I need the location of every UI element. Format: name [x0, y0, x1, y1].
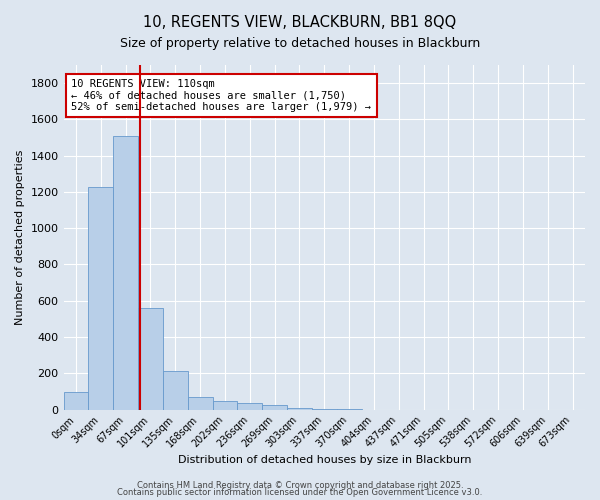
Text: Size of property relative to detached houses in Blackburn: Size of property relative to detached ho… [120, 38, 480, 51]
Bar [138, 308, 163, 410]
Bar [188, 397, 212, 409]
Text: Contains HM Land Registry data © Crown copyright and database right 2025.: Contains HM Land Registry data © Crown c… [137, 480, 463, 490]
X-axis label: Distribution of detached houses by size in Blackburn: Distribution of detached houses by size … [178, 455, 471, 465]
Bar [262, 405, 287, 409]
Text: 10, REGENTS VIEW, BLACKBURN, BB1 8QQ: 10, REGENTS VIEW, BLACKBURN, BB1 8QQ [143, 15, 457, 30]
Bar [212, 401, 238, 409]
Text: Contains public sector information licensed under the Open Government Licence v3: Contains public sector information licen… [118, 488, 482, 497]
Y-axis label: Number of detached properties: Number of detached properties [15, 150, 25, 325]
Bar [163, 372, 188, 410]
Text: 10 REGENTS VIEW: 110sqm
← 46% of detached houses are smaller (1,750)
52% of semi: 10 REGENTS VIEW: 110sqm ← 46% of detache… [71, 79, 371, 112]
Bar [238, 402, 262, 409]
Bar [88, 186, 113, 410]
Bar [287, 408, 312, 410]
Bar [312, 408, 337, 410]
Bar [64, 392, 88, 409]
Bar [113, 136, 138, 409]
